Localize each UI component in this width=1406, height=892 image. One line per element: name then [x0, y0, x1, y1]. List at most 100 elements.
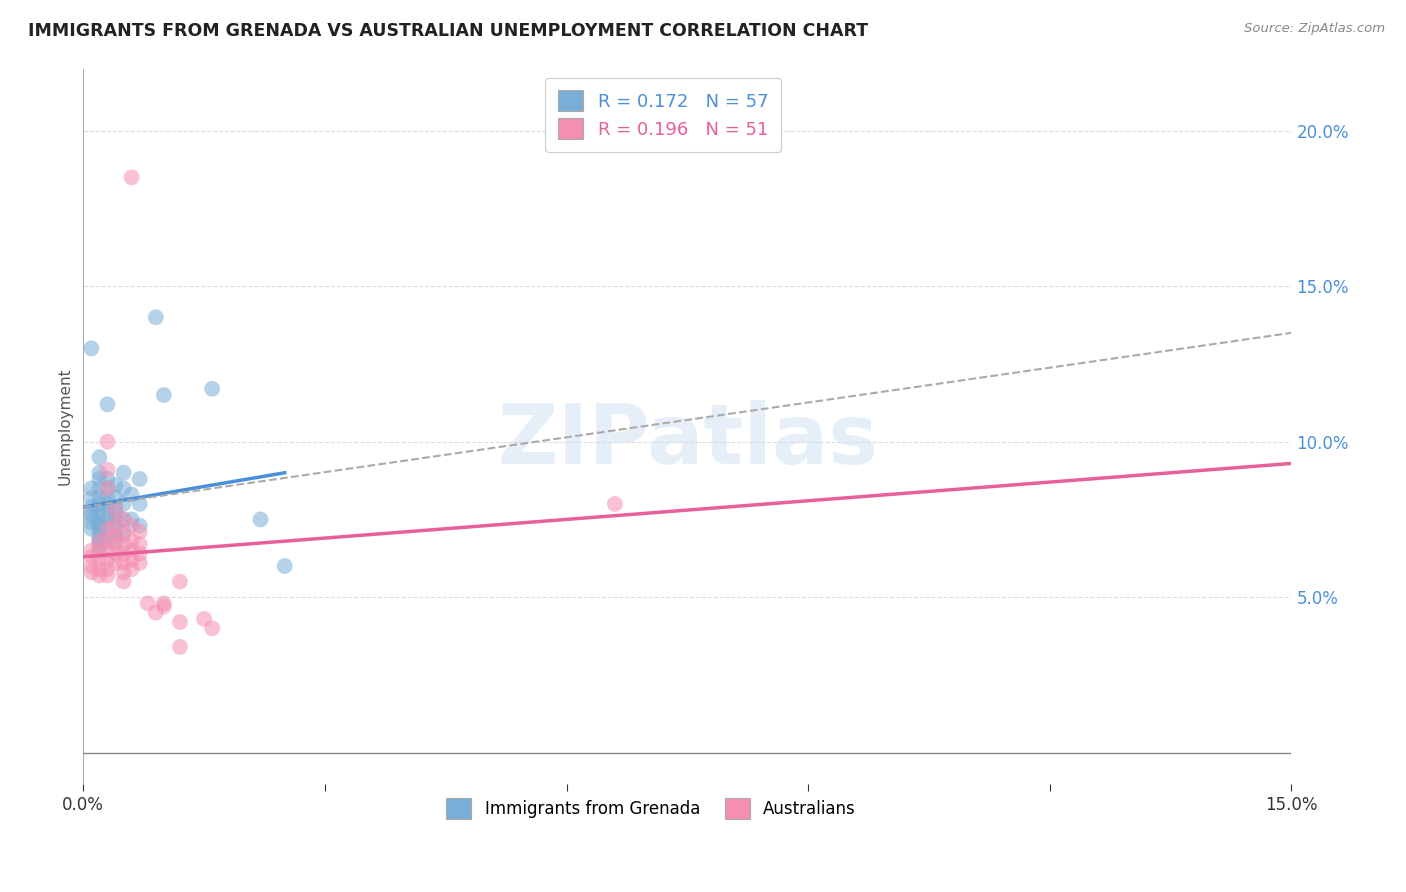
Point — [96, 534, 118, 549]
Point — [80, 491, 103, 505]
Point — [121, 170, 143, 185]
Point — [112, 481, 135, 495]
Point — [89, 481, 111, 495]
Point — [80, 522, 103, 536]
Point — [201, 621, 224, 635]
Point — [104, 534, 127, 549]
Point — [104, 491, 127, 505]
Point — [96, 463, 118, 477]
Point — [80, 342, 103, 356]
Point — [96, 397, 118, 411]
Point — [104, 478, 127, 492]
Point — [104, 503, 127, 517]
Point — [104, 518, 127, 533]
Point — [96, 528, 118, 542]
Point — [112, 537, 135, 551]
Point — [112, 466, 135, 480]
Point — [96, 562, 118, 576]
Point — [104, 512, 127, 526]
Point — [112, 528, 135, 542]
Point — [96, 522, 118, 536]
Point — [89, 497, 111, 511]
Point — [128, 518, 150, 533]
Text: ZIPatlas: ZIPatlas — [496, 400, 877, 481]
Point — [104, 506, 127, 520]
Point — [89, 466, 111, 480]
Point — [89, 534, 111, 549]
Point — [80, 543, 103, 558]
Point — [145, 310, 167, 325]
Point — [89, 450, 111, 465]
Point — [273, 559, 295, 574]
Point — [96, 497, 118, 511]
Point — [96, 568, 118, 582]
Point — [89, 522, 111, 536]
Point — [89, 534, 111, 549]
Point — [112, 556, 135, 570]
Point — [145, 606, 167, 620]
Point — [89, 509, 111, 524]
Point — [96, 491, 118, 505]
Point — [80, 516, 103, 530]
Point — [249, 512, 271, 526]
Point — [112, 497, 135, 511]
Point — [136, 596, 159, 610]
Point — [104, 528, 127, 542]
Point — [80, 506, 103, 520]
Point — [112, 566, 135, 580]
Point — [96, 534, 118, 549]
Point — [96, 518, 118, 533]
Point — [128, 547, 150, 561]
Point — [112, 524, 135, 539]
Point — [89, 518, 111, 533]
Point — [96, 481, 118, 495]
Point — [201, 382, 224, 396]
Point — [104, 556, 127, 570]
Point — [121, 553, 143, 567]
Point — [96, 503, 118, 517]
Point — [89, 537, 111, 551]
Legend: Immigrants from Grenada, Australians: Immigrants from Grenada, Australians — [440, 792, 863, 825]
Point — [96, 434, 118, 449]
Point — [104, 537, 127, 551]
Point — [169, 615, 191, 629]
Point — [96, 512, 118, 526]
Point — [96, 481, 118, 495]
Point — [128, 524, 150, 539]
Point — [80, 549, 103, 564]
Point — [121, 518, 143, 533]
Point — [89, 503, 111, 517]
Point — [96, 472, 118, 486]
Point — [80, 559, 103, 574]
Point — [80, 500, 103, 514]
Point — [89, 543, 111, 558]
Point — [104, 500, 127, 514]
Point — [89, 553, 111, 567]
Point — [89, 568, 111, 582]
Point — [96, 553, 118, 567]
Point — [89, 543, 111, 558]
Point — [104, 518, 127, 533]
Point — [80, 481, 103, 495]
Point — [104, 547, 127, 561]
Point — [112, 547, 135, 561]
Point — [128, 472, 150, 486]
Point — [104, 528, 127, 542]
Point — [153, 596, 176, 610]
Point — [89, 528, 111, 542]
Point — [121, 512, 143, 526]
Text: Source: ZipAtlas.com: Source: ZipAtlas.com — [1244, 22, 1385, 36]
Text: IMMIGRANTS FROM GRENADA VS AUSTRALIAN UNEMPLOYMENT CORRELATION CHART: IMMIGRANTS FROM GRENADA VS AUSTRALIAN UN… — [28, 22, 869, 40]
Point — [121, 543, 143, 558]
Point — [128, 497, 150, 511]
Point — [121, 487, 143, 501]
Point — [96, 543, 118, 558]
Point — [121, 534, 143, 549]
Point — [128, 537, 150, 551]
Point — [112, 512, 135, 526]
Point — [89, 531, 111, 545]
Point — [169, 640, 191, 654]
Point — [80, 566, 103, 580]
Point — [153, 388, 176, 402]
Point — [193, 612, 215, 626]
